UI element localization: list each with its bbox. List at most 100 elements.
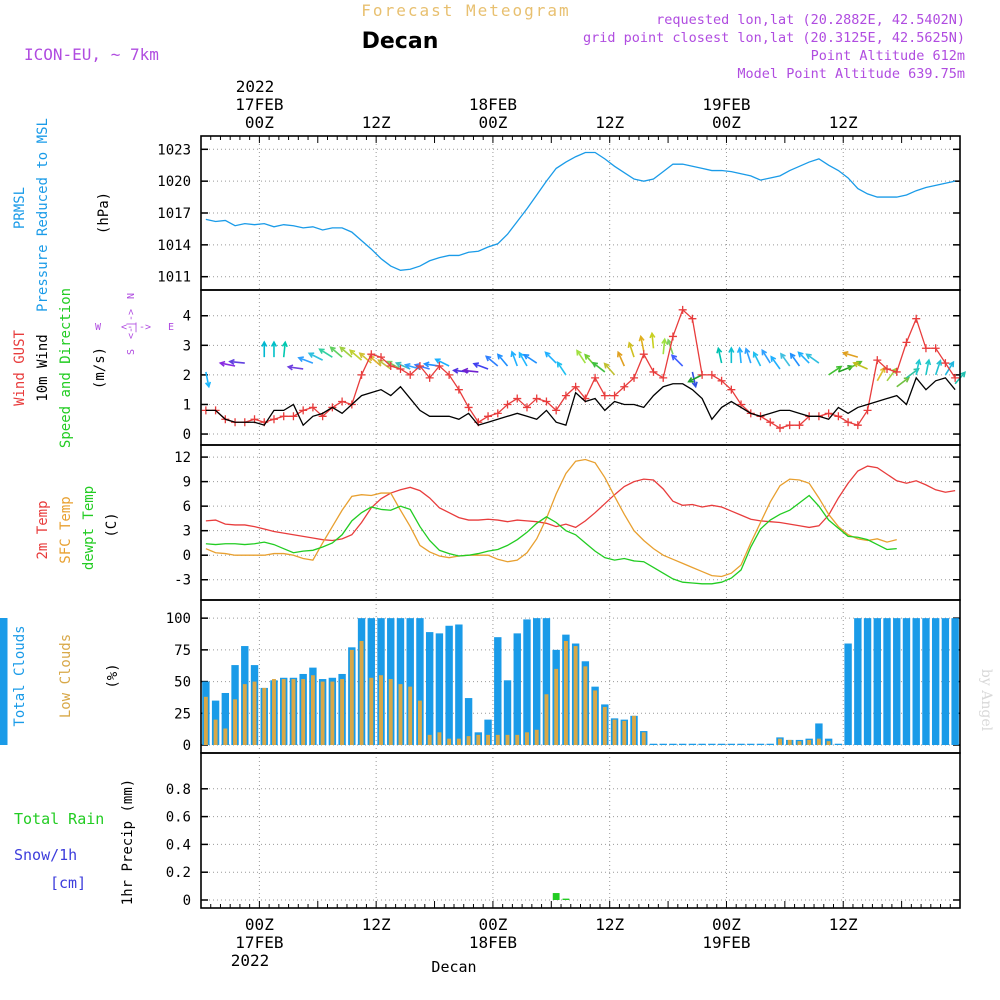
temp-unit-label: (C) <box>104 512 120 537</box>
gust-marker <box>902 338 911 347</box>
wind-arrow-head <box>556 361 563 368</box>
total-rain-label: Total Rain <box>14 810 104 828</box>
wind-arrow-head <box>218 360 226 367</box>
low-cloud-bar <box>203 696 208 745</box>
low-cloud-bar <box>641 732 646 745</box>
model-label: ICON-EU, ~ 7km <box>24 45 159 64</box>
wind-arrow <box>780 353 791 367</box>
total-cloud-bar <box>902 618 911 745</box>
total-cloud-bar <box>844 643 852 745</box>
gust-marker <box>464 403 473 412</box>
temp-dewpt-label: dewpt Temp <box>81 486 97 570</box>
y-tick-label: 0 <box>183 738 191 754</box>
low-cloud-bar <box>797 741 802 745</box>
pressure-msl-label: Pressure Reduced to MSL <box>35 118 51 312</box>
wind-arrow <box>847 360 862 370</box>
gust-marker <box>484 412 493 421</box>
total-cloud-bar <box>737 743 745 745</box>
bottom-date-label: 17FEB <box>235 933 283 952</box>
gust-marker <box>532 394 541 403</box>
gust-marker <box>299 406 308 415</box>
temp-panel-labels: 2m Temp SFC Temp dewpt Temp (C) <box>35 486 120 570</box>
gust-marker <box>717 376 726 385</box>
wind-arrow <box>339 346 353 358</box>
wind-arrow <box>651 333 655 349</box>
low-cloud-bar <box>826 741 831 745</box>
low-cloud-bar <box>252 681 257 745</box>
wind-arrow <box>853 362 868 370</box>
wind-arrow-head <box>780 352 786 359</box>
wind-arrow <box>745 348 752 364</box>
wind-arrow-head <box>472 362 480 369</box>
y-tick-label: 2 <box>183 368 191 384</box>
gust-marker <box>775 424 784 433</box>
location-title: Decan <box>362 29 439 54</box>
low-cloud-bar <box>554 668 559 745</box>
wind-arrow-head <box>261 340 268 347</box>
wind-arrow <box>688 374 703 383</box>
total-cloud-bar <box>669 743 677 745</box>
low-cloud-bar <box>242 684 247 745</box>
low-cloud-bar <box>447 738 452 745</box>
wind-arrow <box>288 366 304 370</box>
total-cloud-bar <box>727 743 736 745</box>
gust-marker <box>620 382 629 391</box>
wind-arrow-head <box>770 355 777 362</box>
y-tick-label: 1017 <box>157 206 191 222</box>
wind-arrow-head <box>691 381 698 389</box>
wind-arrow-head <box>736 346 744 354</box>
total-cloud-bar <box>513 633 521 745</box>
top-hour-label: 12Z <box>829 113 858 132</box>
wind-arrow-head <box>603 362 610 369</box>
gust-marker <box>415 362 424 371</box>
bottom-hour-label: 12Z <box>595 915 624 934</box>
top-date-label: 18FEB <box>469 95 517 114</box>
wind-arrow <box>523 354 538 364</box>
wind-arrow <box>435 358 450 367</box>
wind-arrow-head <box>584 353 591 360</box>
rain-bar <box>562 898 570 900</box>
temp-sfc-label: SFC Temp <box>58 496 74 563</box>
prmsl-label: PRMSL <box>12 187 28 229</box>
top-hour-label: 12Z <box>362 113 391 132</box>
wind-arrow <box>617 351 626 367</box>
gust-marker <box>425 373 434 382</box>
wind-arrow-head <box>318 348 325 354</box>
gust-marker <box>659 373 668 382</box>
wind-arrow <box>934 360 942 376</box>
low-cloud-bar <box>593 690 598 745</box>
gridpoint-coords: grid point closest lon,lat (20.3125E, 42… <box>583 30 965 46</box>
low-cloud-bar <box>213 719 218 745</box>
snow-label: Snow/1h <box>14 846 77 864</box>
gust-marker <box>921 344 930 353</box>
wind-arrow-head <box>307 352 315 358</box>
wind-arrow <box>545 351 557 364</box>
panel-frame <box>200 752 961 909</box>
wind-arrow <box>592 362 606 373</box>
total-cloud-bar <box>484 719 492 745</box>
compass-east: E <box>168 322 174 333</box>
wind-arrow <box>738 348 742 364</box>
top-hour-label: 00Z <box>245 113 274 132</box>
low-cloud-bar <box>573 646 578 745</box>
gust-marker <box>600 391 609 400</box>
total-cloud-bar <box>854 618 862 745</box>
wind-arrow <box>518 352 528 367</box>
total-cloud-bar <box>766 743 774 745</box>
wind-arrow-head <box>915 358 922 366</box>
top-hour-label: 00Z <box>478 113 507 132</box>
gust-marker <box>941 359 950 368</box>
total-cloud-bar <box>455 624 463 745</box>
wind-arrow-head <box>544 351 551 358</box>
wind-arrow <box>640 336 645 352</box>
wind-arrow-head <box>797 351 804 358</box>
total-cloud-bar <box>698 743 706 745</box>
series-line-wind <box>205 376 956 427</box>
gust-marker <box>951 373 960 382</box>
wind-arrow-head <box>204 381 212 389</box>
top-date-label: 19FEB <box>702 95 750 114</box>
wind-arrow <box>662 339 666 355</box>
gust-marker <box>445 370 454 379</box>
wind-arrow <box>770 356 781 370</box>
